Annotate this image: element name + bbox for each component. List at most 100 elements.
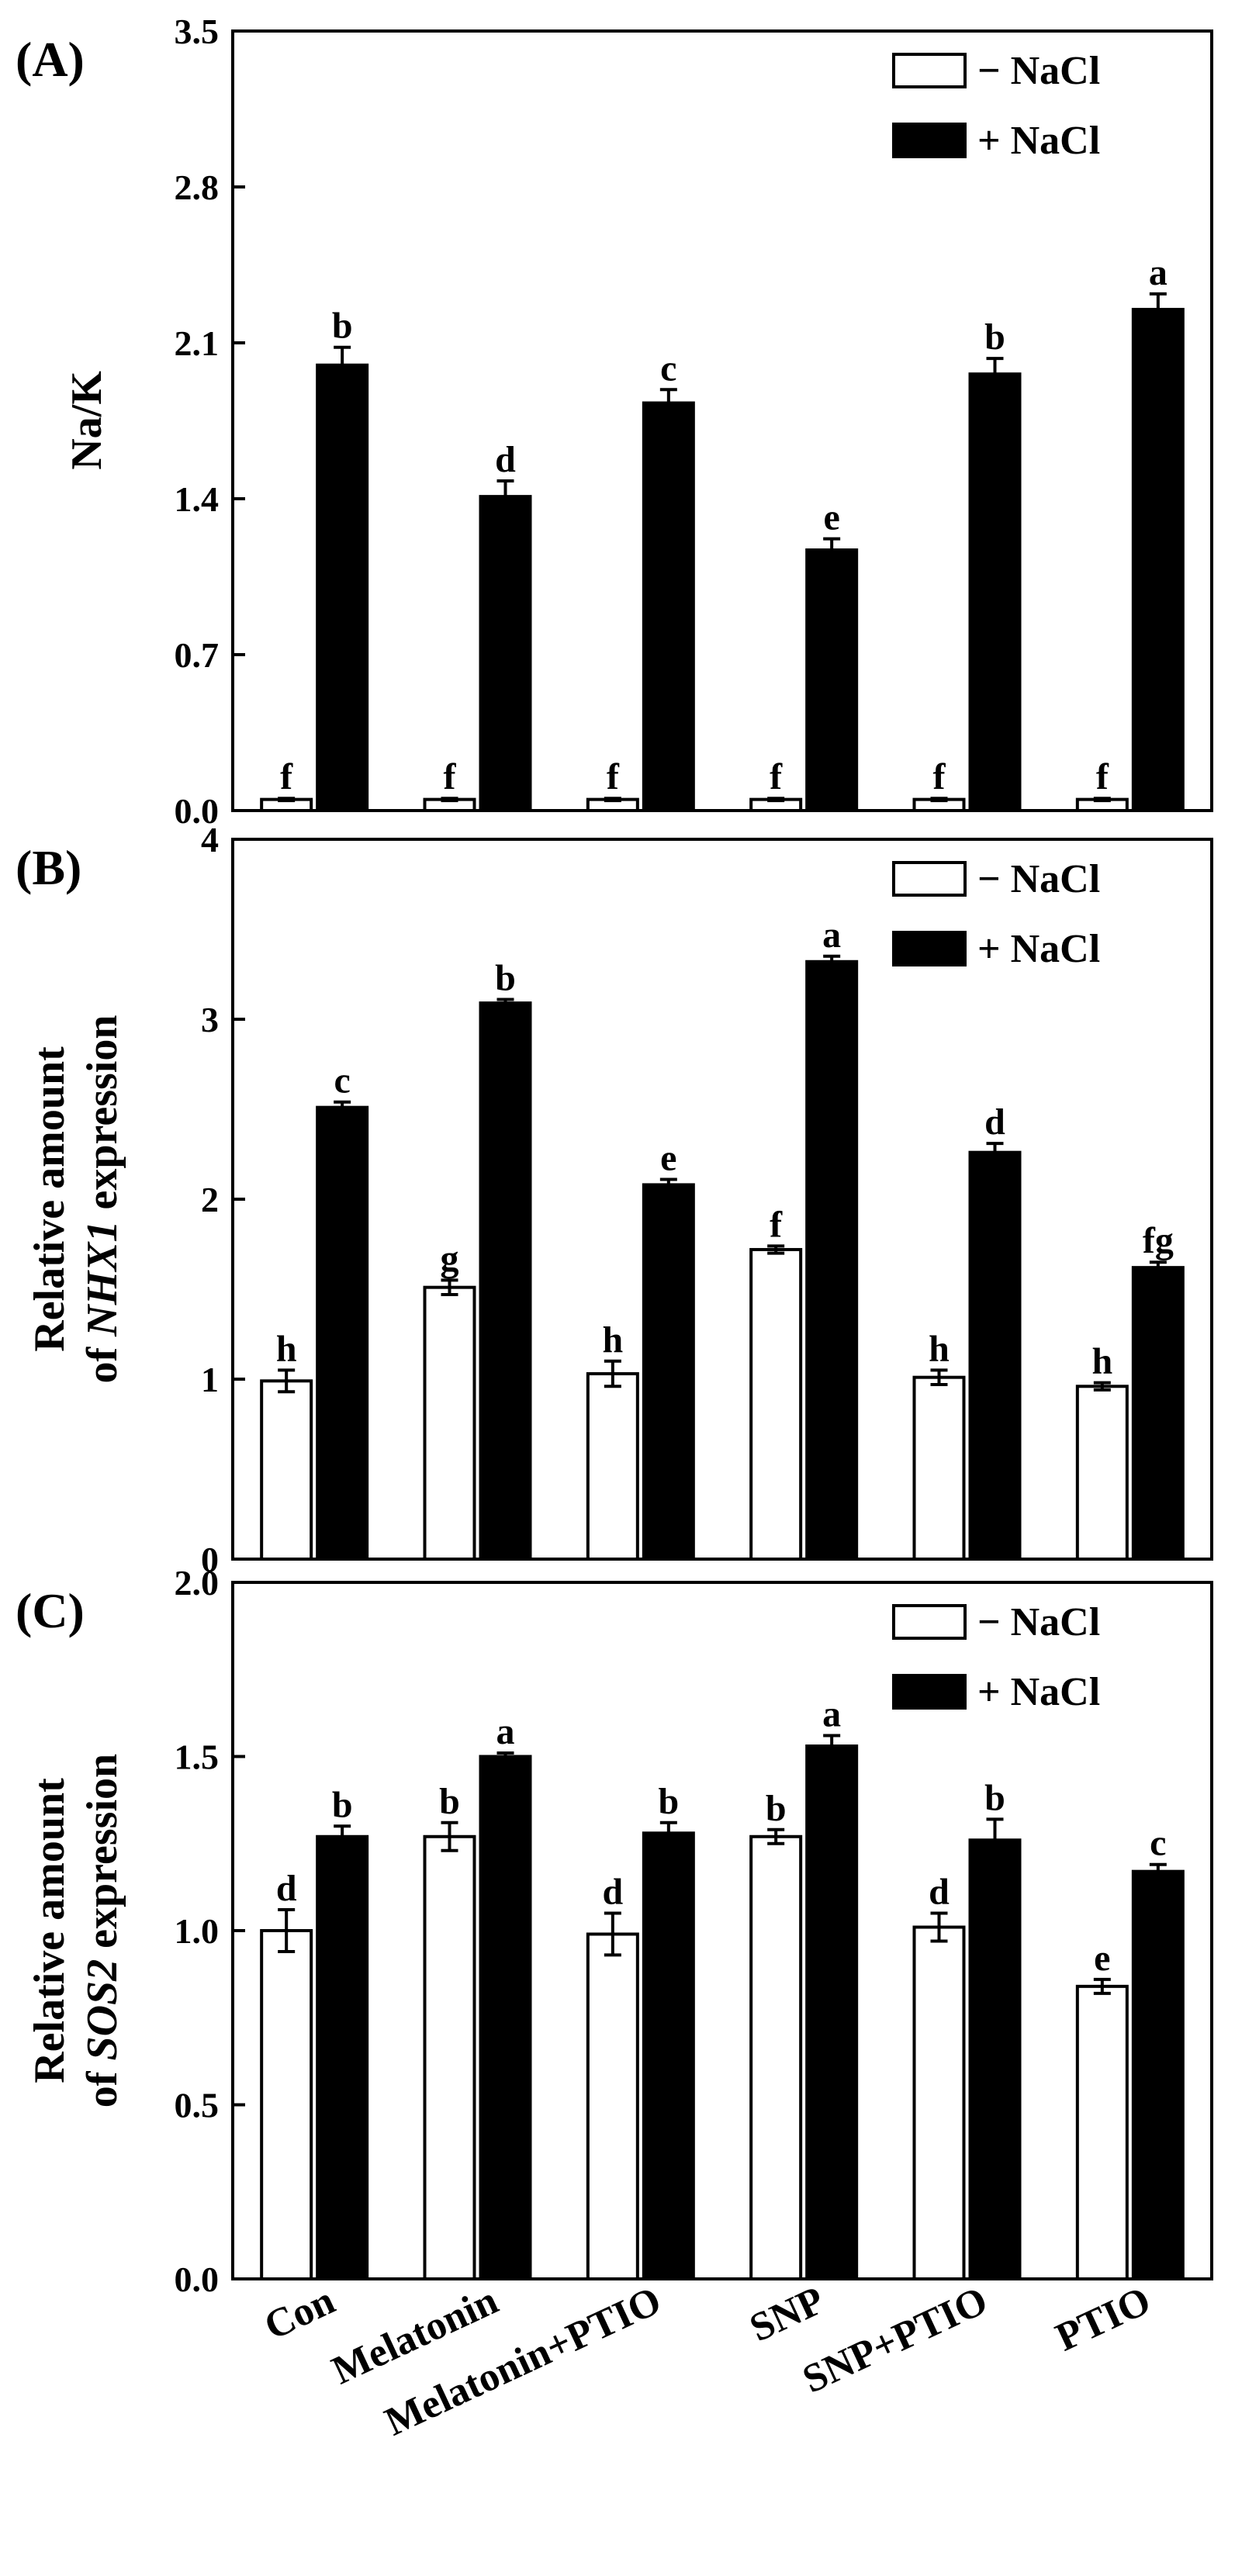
legend-label: + NaCl bbox=[977, 927, 1100, 971]
y-tick-label: 4 bbox=[201, 820, 219, 859]
bar-plus-nacl bbox=[642, 401, 695, 812]
y-tick-label: 2.0 bbox=[175, 1563, 220, 1603]
significance-letter: c bbox=[1150, 1823, 1166, 1864]
y-tick-label: 2 bbox=[201, 1180, 219, 1219]
significance-letter: d bbox=[984, 1101, 1005, 1143]
bar-plus-nacl bbox=[642, 1183, 695, 1561]
significance-letter: a bbox=[822, 1694, 841, 1735]
x-category-label: Con bbox=[258, 2278, 341, 2349]
legend-swatch bbox=[892, 861, 967, 897]
significance-letter: b bbox=[439, 1781, 460, 1822]
y-tick-label: 0 bbox=[201, 1540, 219, 1579]
y-axis-label-line1: Relative amount bbox=[26, 1778, 74, 2083]
bar-plus-nacl bbox=[1131, 1266, 1185, 1561]
significance-letter: b bbox=[984, 1777, 1005, 1818]
y-tick-label: 2.8 bbox=[175, 168, 220, 207]
bar-minus-nacl bbox=[586, 1932, 639, 2280]
significance-letter: f bbox=[1096, 756, 1109, 797]
significance-letter: b bbox=[332, 1784, 353, 1825]
bar-plus-nacl bbox=[316, 363, 369, 812]
legend-label: − NaCl bbox=[977, 1600, 1100, 1644]
y-tick-label: 0.7 bbox=[175, 635, 220, 675]
legend-swatch bbox=[892, 53, 967, 88]
bar-plus-nacl bbox=[479, 495, 532, 813]
significance-letter: d bbox=[929, 1872, 950, 1913]
y-axis-label-line2: of NHX1 expression bbox=[78, 1015, 126, 1383]
y-axis-label-prefix: of bbox=[78, 2061, 126, 2108]
significance-letter: f bbox=[607, 756, 620, 797]
bar-plus-nacl bbox=[1131, 1869, 1185, 2280]
y-tick-label: 1 bbox=[201, 1360, 219, 1399]
significance-letter: e bbox=[1094, 1938, 1110, 1979]
panel-label: (B) bbox=[16, 840, 81, 895]
bar-minus-nacl bbox=[912, 1925, 966, 2280]
bar-plus-nacl bbox=[479, 1001, 532, 1561]
x-category-label: SNP bbox=[743, 2278, 831, 2350]
significance-letter: f bbox=[933, 756, 946, 797]
legend-label: − NaCl bbox=[977, 857, 1100, 901]
significance-letter: f bbox=[444, 756, 457, 797]
bar-plus-nacl bbox=[805, 1744, 859, 2280]
significance-letter: f bbox=[280, 756, 293, 797]
bar-plus-nacl bbox=[968, 372, 1022, 812]
y-tick-label: 3 bbox=[201, 1000, 219, 1039]
significance-letter: d bbox=[276, 1868, 297, 1909]
legend-swatch bbox=[892, 123, 967, 158]
significance-letter: b bbox=[658, 1781, 679, 1822]
y-tick-label: 3.5 bbox=[175, 12, 220, 51]
bar-minus-nacl bbox=[1075, 1984, 1129, 2281]
bar-minus-nacl bbox=[912, 1375, 966, 1561]
bar-plus-nacl bbox=[479, 1755, 532, 2280]
y-tick-label: 1.4 bbox=[175, 479, 220, 519]
plot-frame bbox=[231, 29, 1213, 812]
legend-swatch bbox=[892, 1604, 967, 1640]
legend-label: + NaCl bbox=[977, 119, 1100, 163]
y-axis-label-suffix: expression bbox=[78, 1754, 126, 1959]
significance-letter: fg bbox=[1143, 1220, 1174, 1261]
bar-plus-nacl bbox=[968, 1838, 1022, 2280]
panel-label: (A) bbox=[16, 32, 85, 87]
bar-minus-nacl bbox=[749, 1834, 803, 2280]
panel-a: (A) 0.0 0.7 1.4 2.1 2.8 3.5 Na/K f b f d f c f e f b f a − N… bbox=[16, 12, 1213, 831]
bar-plus-nacl bbox=[316, 1105, 369, 1561]
significance-letter: h bbox=[929, 1328, 950, 1369]
panel-label: (C) bbox=[16, 1583, 85, 1638]
y-tick-label: 0.0 bbox=[175, 2260, 220, 2299]
legend-swatch bbox=[892, 931, 967, 966]
bar-minus-nacl bbox=[423, 1834, 476, 2280]
significance-letter: g bbox=[441, 1238, 459, 1279]
y-axis-label-line1: Relative amount bbox=[26, 1046, 74, 1352]
significance-letter: f bbox=[770, 1204, 783, 1245]
significance-letter: d bbox=[602, 1872, 623, 1913]
x-category-label: SNP+PTIO bbox=[796, 2278, 994, 2401]
y-axis-label-gene: SOS2 bbox=[78, 1959, 126, 2061]
significance-letter: b bbox=[766, 1788, 787, 1829]
bar-minus-nacl bbox=[423, 1285, 476, 1561]
y-tick-label: 0.5 bbox=[175, 2086, 220, 2125]
significance-letter: e bbox=[824, 497, 840, 538]
x-category-label: PTIO bbox=[1050, 2278, 1157, 2360]
bar-plus-nacl bbox=[1131, 307, 1185, 812]
significance-letter: b bbox=[984, 316, 1005, 358]
significance-letter: e bbox=[660, 1137, 676, 1178]
y-axis-label-line2: of SOS2 expression bbox=[78, 1754, 126, 2107]
bar-minus-nacl bbox=[260, 1929, 313, 2280]
y-tick-label: 1.5 bbox=[175, 1738, 220, 1777]
bar-minus-nacl bbox=[260, 1379, 313, 1561]
significance-letter: a bbox=[1149, 252, 1168, 293]
significance-letter: d bbox=[495, 439, 516, 480]
y-tick-label: 1.0 bbox=[175, 1911, 220, 1951]
significance-letter: a bbox=[496, 1711, 515, 1752]
bar-plus-nacl bbox=[968, 1150, 1022, 1561]
significance-letter: f bbox=[770, 756, 783, 797]
y-tick-label: 2.1 bbox=[175, 323, 220, 363]
significance-letter: c bbox=[334, 1060, 351, 1101]
significance-letter: b bbox=[332, 306, 353, 347]
bar-minus-nacl bbox=[586, 1372, 639, 1561]
bar-plus-nacl bbox=[316, 1834, 369, 2280]
y-axis-label-prefix: of bbox=[78, 1336, 126, 1384]
significance-letter: c bbox=[660, 348, 676, 389]
y-axis-label-suffix: expression bbox=[78, 1015, 126, 1220]
